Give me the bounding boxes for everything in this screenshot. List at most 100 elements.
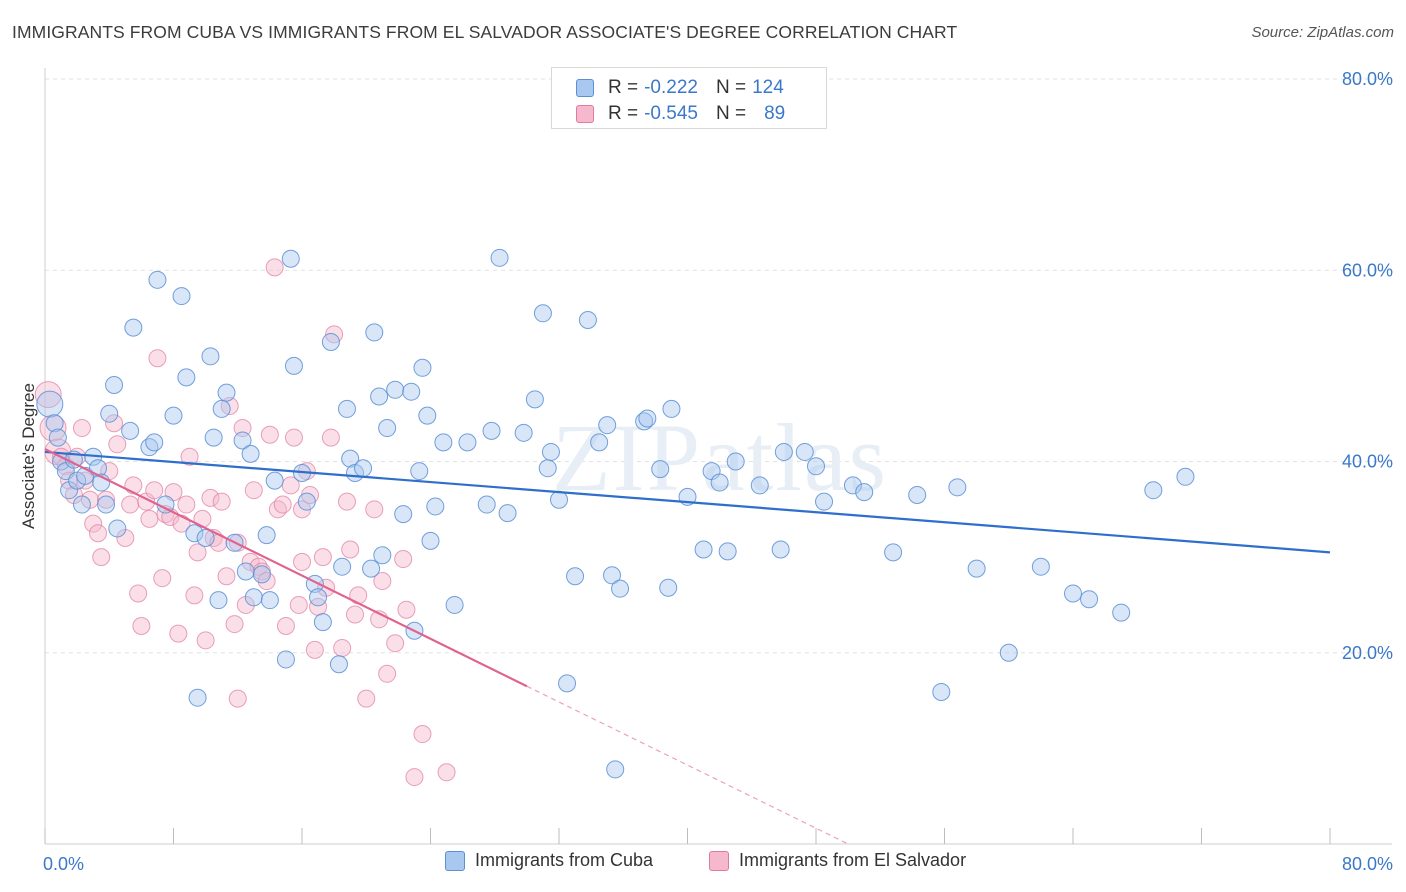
el-salvador-point <box>341 540 360 559</box>
cuba-point <box>1112 603 1131 622</box>
watermark: ZIPatlas <box>552 404 888 511</box>
legend-label-cuba: Immigrants from Cuba <box>475 850 654 870</box>
cuba-point <box>541 442 560 461</box>
cuba-point <box>365 323 384 342</box>
cuba-point <box>566 567 585 586</box>
gridlines <box>45 78 1392 654</box>
tick-labels: 20.0% 40.0% 60.0% 80.0% 0.0% 80.0% <box>43 69 1393 874</box>
cuba-point <box>603 566 622 585</box>
cuba-point <box>726 452 745 471</box>
cuba-r-value: -0.222 <box>644 77 698 98</box>
cuba-point <box>284 356 303 375</box>
el-salvador-point <box>121 495 140 514</box>
cuba-point <box>807 457 825 476</box>
cuba-point <box>402 382 421 401</box>
cuba-point <box>525 390 544 409</box>
legend-item-cuba[interactable]: Immigrants from Cuba <box>445 850 653 871</box>
cuba-swatch <box>576 79 594 97</box>
el-salvador-point <box>132 616 151 635</box>
cuba-point <box>212 399 231 418</box>
el-salvador-point <box>321 428 340 447</box>
cuba-point <box>932 682 951 701</box>
n-label: N = <box>715 103 747 124</box>
legend-swatch-cuba <box>445 850 465 871</box>
el-salvador-point <box>177 495 196 514</box>
el-salvador-point <box>212 492 231 511</box>
cuba-point <box>598 416 617 435</box>
cuba-point <box>606 760 625 779</box>
cuba-point <box>413 358 432 377</box>
cuba-point <box>1064 584 1082 603</box>
cuba-point <box>908 485 927 504</box>
cuba-point <box>309 588 328 607</box>
el-salvador-point <box>140 509 159 528</box>
cuba-point <box>148 270 167 289</box>
el-salvador-point <box>169 624 188 643</box>
cuba-point <box>710 473 729 492</box>
cuba-point <box>774 442 793 461</box>
cuba-point <box>1144 481 1163 500</box>
cuba-point <box>188 688 207 707</box>
el-salvador-point <box>217 567 236 586</box>
cuba-point <box>967 559 986 578</box>
cuba-point <box>260 591 279 610</box>
cuba-point <box>145 433 164 452</box>
el-salvador-points <box>34 258 456 787</box>
el-salvador-point <box>365 500 384 519</box>
cuba-point <box>659 578 678 597</box>
y-tick-label: 40.0% <box>1342 452 1393 472</box>
cuba-point <box>209 591 228 610</box>
el-salvador-point <box>105 414 124 433</box>
el-salvador-point <box>108 435 127 454</box>
stats-legend: R = -0.222 N = 124 R = -0.545 N = 89 <box>551 67 827 129</box>
el-salvador-point <box>97 490 116 509</box>
cuba-point <box>855 483 874 502</box>
cuba-point <box>514 423 533 442</box>
y-tick-label: 20.0% <box>1342 643 1393 663</box>
cuba-point <box>252 565 271 584</box>
el-salvador-point <box>284 428 303 447</box>
cuba-n-value: 124 <box>752 77 784 98</box>
el-salvador-point <box>357 689 376 708</box>
cuba-point <box>718 542 737 561</box>
cuba-point <box>196 529 215 547</box>
el-salvador-point <box>244 481 263 500</box>
cuba-point <box>281 249 300 268</box>
cuba-point <box>386 380 405 399</box>
cuba-point <box>185 524 204 543</box>
el-salvador-point <box>72 419 91 438</box>
cuba-point <box>558 674 577 693</box>
cuba-point <box>313 613 332 632</box>
legend-item-el-salvador[interactable]: Immigrants from El Salvador <box>709 850 966 871</box>
el-salvador-swatch <box>576 105 594 123</box>
el-salvador-point <box>84 514 103 533</box>
cuba-point <box>482 421 501 440</box>
cuba-point <box>662 399 681 418</box>
cuba-point <box>421 531 440 550</box>
cuba-point <box>201 347 220 366</box>
cuba-point <box>635 412 654 431</box>
el-salvador-point <box>394 550 413 569</box>
legend-swatch-el-salvador <box>709 850 729 871</box>
el-salvador-point <box>228 689 247 708</box>
cuba-point <box>329 655 348 674</box>
x-tick-label: 80.0% <box>1342 854 1393 874</box>
cuba-point <box>458 433 477 452</box>
cuba-point <box>217 383 236 402</box>
cuba-point <box>638 409 657 428</box>
cuba-point <box>410 462 429 481</box>
r-label: R = <box>608 77 639 98</box>
cuba-point <box>578 310 597 329</box>
el-salvador-n-value: 89 <box>764 103 786 124</box>
cuba-point <box>750 476 769 495</box>
y-tick-label: 80.0% <box>1342 69 1393 89</box>
el-salvador-regression-line <box>44 448 528 688</box>
x-tick-label: 0.0% <box>43 854 84 874</box>
el-salvador-r-value: -0.545 <box>644 103 698 124</box>
cuba-point <box>694 540 713 559</box>
cuba-point <box>321 332 340 351</box>
cuba-point <box>538 459 557 478</box>
cuba-point <box>434 433 453 452</box>
cuba-point <box>418 406 437 425</box>
